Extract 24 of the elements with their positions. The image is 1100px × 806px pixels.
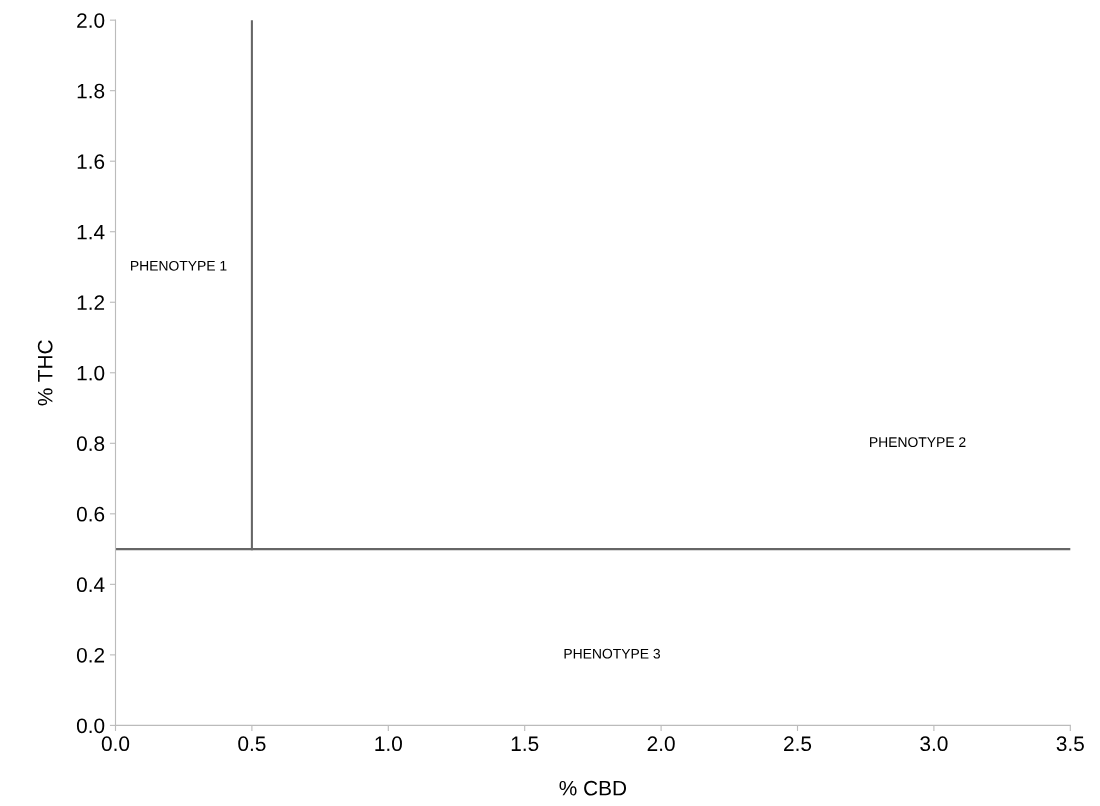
y-tick-label: 0.2 — [76, 647, 105, 663]
y-axis-title: % THC — [37, 340, 53, 406]
y-tick-label: 1.6 — [77, 154, 105, 169]
x-axis-title: % CBD — [559, 780, 627, 796]
x-tick-label: 0.0 — [101, 736, 130, 752]
annotation: PHENOTYPE 1 — [131, 260, 227, 271]
x-tick-label: 1.5 — [511, 736, 539, 752]
y-tick-label: 1.2 — [77, 295, 105, 310]
y-tick-label: 1.4 — [77, 224, 105, 240]
y-tick-label: 0.4 — [76, 577, 105, 593]
x-tick-label: 3.5 — [1056, 736, 1084, 752]
x-tick-label: 0.5 — [238, 736, 266, 752]
y-tick-label: 0.8 — [76, 436, 105, 452]
annotation: PHENOTYPE 2 — [870, 437, 966, 448]
x-tick-label: 3.0 — [920, 736, 948, 752]
y-tick-label: 0.6 — [76, 506, 105, 522]
y-tick-label: 0.0 — [76, 718, 105, 734]
y-tick-label: 1.0 — [77, 365, 105, 381]
y-tick-label: 2.0 — [77, 13, 105, 28]
x-tick-label: 1.0 — [375, 736, 402, 752]
x-tick-label: 2.5 — [784, 736, 812, 752]
x-tick-label: 2.0 — [647, 736, 675, 752]
annotation: PHENOTYPE 3 — [564, 648, 661, 659]
y-tick-label: 1.8 — [77, 83, 105, 99]
